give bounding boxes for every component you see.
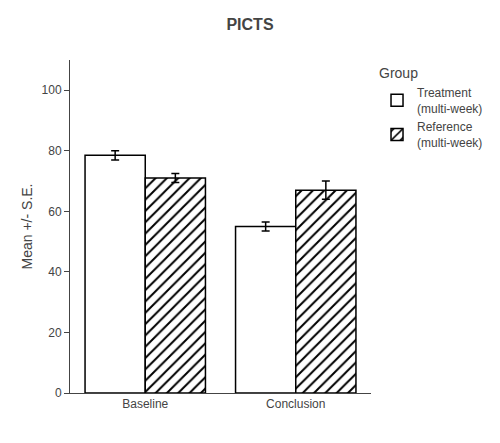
svg-text:Reference(multi-week): Reference(multi-week) <box>417 120 482 150</box>
svg-text:40: 40 <box>48 265 62 279</box>
svg-text:60: 60 <box>48 205 62 219</box>
svg-text:PICTS: PICTS <box>226 16 273 33</box>
svg-text:20: 20 <box>48 326 62 340</box>
svg-text:Conclusion: Conclusion <box>266 397 325 411</box>
svg-text:Treatment(multi-week): Treatment(multi-week) <box>417 86 482 116</box>
svg-text:Baseline: Baseline <box>122 397 168 411</box>
svg-text:0: 0 <box>55 386 62 400</box>
svg-text:100: 100 <box>42 83 62 97</box>
svg-text:Group: Group <box>379 65 418 81</box>
svg-text:80: 80 <box>48 144 62 158</box>
svg-text:Mean +/- S.E.: Mean +/- S.E. <box>19 184 35 270</box>
